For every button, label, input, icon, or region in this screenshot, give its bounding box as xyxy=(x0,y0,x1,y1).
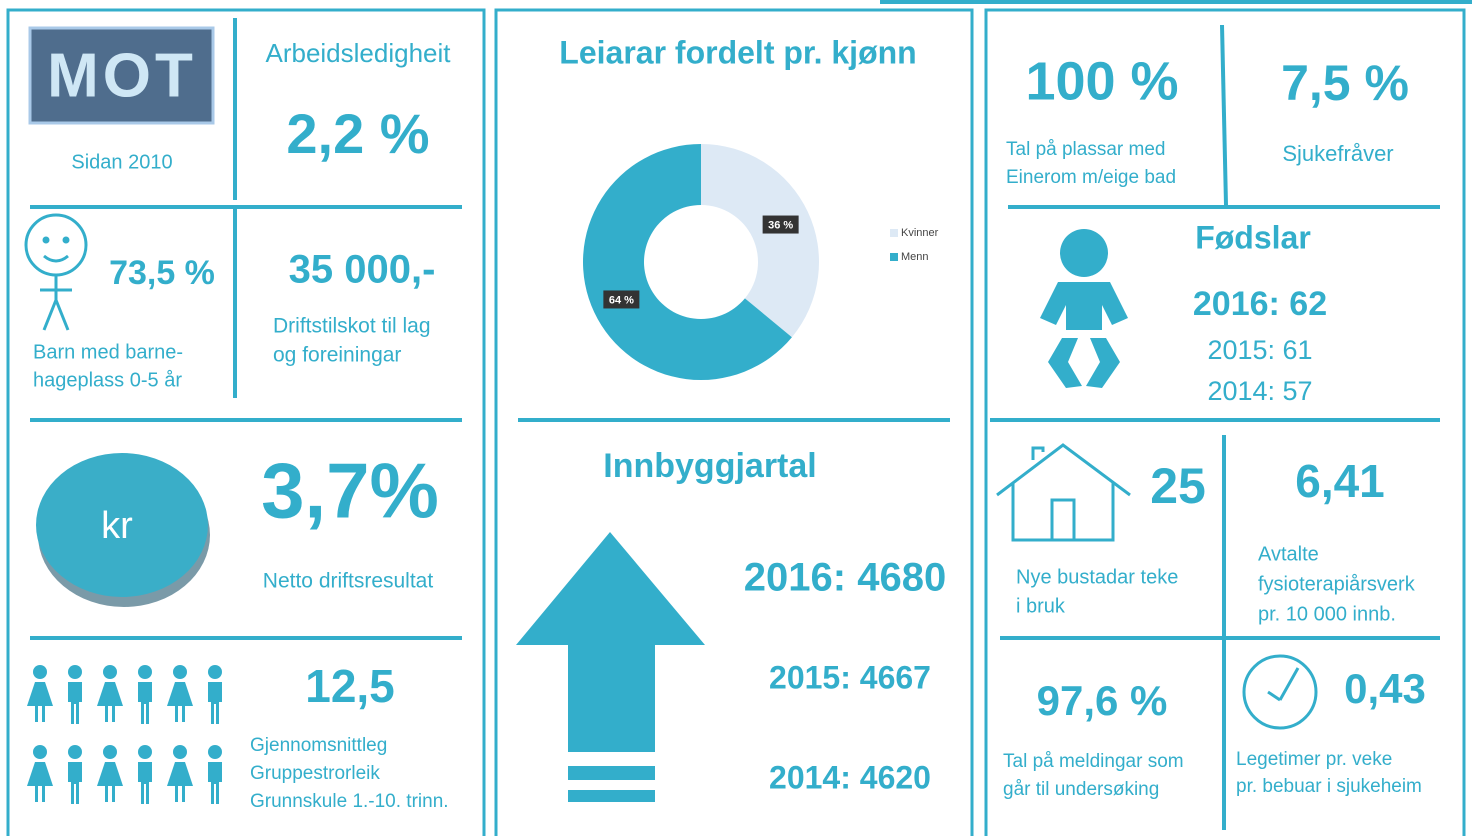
person-body xyxy=(208,682,222,724)
person-head xyxy=(68,745,82,759)
year-value: 2016: 62 xyxy=(1193,285,1327,323)
person-body xyxy=(138,762,152,804)
person-head xyxy=(208,665,222,679)
logo: MOT xyxy=(47,41,197,110)
donut-slice xyxy=(582,144,792,380)
label: Tal på plassar med xyxy=(1006,139,1165,160)
person-head xyxy=(173,665,187,679)
person-body xyxy=(97,762,123,802)
donut: 36 % 64 % Kvinner Menn xyxy=(582,144,939,380)
label: Driftstilskot til lag xyxy=(273,315,431,338)
label: Netto driftsresultat xyxy=(263,570,434,593)
label: i bruk xyxy=(1016,595,1066,617)
label: Nye bustadar teke xyxy=(1016,566,1178,588)
year-value: 2015: 4667 xyxy=(769,659,931,695)
person-body xyxy=(208,762,222,804)
label: Tal på meldingar som xyxy=(1003,751,1184,772)
since: Sidan 2010 xyxy=(71,151,172,173)
person-head xyxy=(33,665,47,679)
person-head xyxy=(208,745,222,759)
legend-label: Kvinner xyxy=(901,227,939,239)
person-body xyxy=(27,762,53,802)
person-body xyxy=(138,682,152,724)
year-value: 2015: 61 xyxy=(1207,335,1312,365)
value-label-box xyxy=(762,215,799,234)
value: 12,5 xyxy=(305,660,395,712)
logo-box xyxy=(28,26,215,125)
coin xyxy=(36,453,208,597)
label: Gruppestrorleik xyxy=(250,763,380,784)
person-head xyxy=(33,745,47,759)
arrow-icon xyxy=(516,532,705,752)
label: fysioterapiårsverk xyxy=(1258,573,1416,595)
person-body xyxy=(167,682,193,722)
arrow-stripe xyxy=(568,766,655,780)
person-head xyxy=(103,745,117,759)
value: 6,41 xyxy=(1295,455,1385,507)
person-head xyxy=(103,665,117,679)
left-panel xyxy=(6,8,486,836)
person-head xyxy=(173,745,187,759)
person-head xyxy=(138,745,152,759)
year-value: 2014: 4620 xyxy=(769,759,931,795)
divider xyxy=(1220,24,1228,206)
chart-title: Leiarar fordelt pr. kjønn xyxy=(559,34,916,70)
value: 2,2 % xyxy=(286,102,429,165)
label: Arbeidsledigheit xyxy=(265,38,451,68)
person-body xyxy=(97,682,123,722)
arrow-stripe xyxy=(568,790,655,802)
person-body xyxy=(68,762,82,804)
person-body xyxy=(167,762,193,802)
label: Gjennomsnittleg xyxy=(250,735,387,756)
child-icon xyxy=(24,213,88,331)
label: går til undersøking xyxy=(1003,779,1159,800)
value: 97,6 % xyxy=(1037,677,1168,724)
value: 3,7% xyxy=(261,447,439,535)
year-value: 2016: 4680 xyxy=(744,556,946,600)
person-body xyxy=(68,682,82,724)
label: hageplass 0-5 år xyxy=(33,369,182,391)
value-label: 64 % xyxy=(609,294,634,306)
person-body xyxy=(27,682,53,722)
value: 25 xyxy=(1150,458,1206,514)
legend-label: Menn xyxy=(901,251,929,263)
label: Legetimer pr. veke xyxy=(1236,749,1392,770)
clock-icon xyxy=(1242,654,1318,730)
coin-label: kr xyxy=(101,505,133,547)
house-icon xyxy=(996,443,1131,542)
value-label-box xyxy=(603,290,640,309)
label: Barn med barne- xyxy=(33,341,183,363)
right-panel xyxy=(984,8,1466,836)
legend-swatch xyxy=(890,253,898,261)
value: 7,5 % xyxy=(1281,55,1409,111)
baby-icon xyxy=(1040,229,1128,388)
value: 73,5 % xyxy=(109,254,215,292)
label: og foreiningar xyxy=(273,344,401,367)
label: pr. 10 000 innb. xyxy=(1258,603,1396,625)
label: Grunnskule 1.-10. trinn. xyxy=(250,791,449,812)
legend-swatch xyxy=(890,229,898,237)
person-head xyxy=(68,665,82,679)
label: pr. bebuar i sjukeheim xyxy=(1236,776,1422,797)
value: 35 000,- xyxy=(289,248,436,292)
donut-slice xyxy=(701,144,819,338)
value: 100 % xyxy=(1025,51,1178,111)
label: Avtalte xyxy=(1258,543,1319,565)
year-value: 2014: 57 xyxy=(1207,376,1312,406)
value-label: 36 % xyxy=(768,219,793,231)
label: Einerom m/eige bad xyxy=(1006,167,1176,188)
person-head xyxy=(138,665,152,679)
title: Innbyggjartal xyxy=(603,447,816,485)
middle-panel xyxy=(494,8,974,836)
value: 0,43 xyxy=(1344,665,1426,712)
people-icon xyxy=(27,665,222,804)
label: Sjukefråver xyxy=(1282,141,1393,166)
title: Fødslar xyxy=(1195,219,1311,255)
